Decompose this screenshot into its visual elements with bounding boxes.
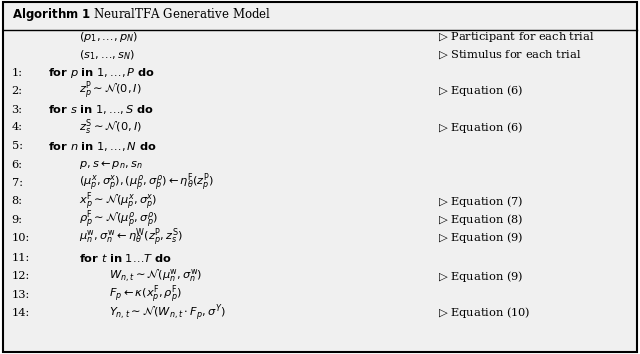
Text: $\bf{Algorithm\ 1}$ NeuralTFA Generative Model: $\bf{Algorithm\ 1}$ NeuralTFA Generative… [12, 6, 271, 23]
Text: 4:: 4: [12, 122, 22, 132]
Text: $\triangleright$ Equation (9): $\triangleright$ Equation (9) [438, 230, 524, 245]
Text: 1:: 1: [12, 68, 22, 78]
Text: $W_{n,t} \sim \mathcal{N}(\mu_n^{\mathrm{w}},\sigma_n^{\mathrm{w}})$: $W_{n,t} \sim \mathcal{N}(\mu_n^{\mathrm… [109, 268, 203, 284]
Text: $z_p^{\mathrm{P}} \sim \mathcal{N}(0,I)$: $z_p^{\mathrm{P}} \sim \mathcal{N}(0,I)$ [79, 80, 141, 102]
Text: 6:: 6: [12, 160, 22, 170]
Text: $\mathbf{for}\ n\ \mathbf{in}\ 1,\ldots,N\ \mathbf{do}$: $\mathbf{for}\ n\ \mathbf{in}\ 1,\ldots,… [48, 140, 157, 153]
Text: $Y_{n,t} \sim \mathcal{N}(W_{n,t}\cdot F_p,\sigma^Y)$: $Y_{n,t} \sim \mathcal{N}(W_{n,t}\cdot F… [109, 302, 226, 324]
Text: $F_p \leftarrow \kappa(x_p^{\mathrm{F}},\rho_p^{\mathrm{F}})$: $F_p \leftarrow \kappa(x_p^{\mathrm{F}},… [109, 284, 182, 306]
Text: 9:: 9: [12, 215, 22, 225]
Text: $(p_1,\ldots,p_N)$: $(p_1,\ldots,p_N)$ [79, 30, 138, 44]
Text: 3:: 3: [12, 105, 22, 115]
Text: $\rho_p^{\mathrm{F}} \sim \mathcal{N}(\mu_p^{\rho},\sigma_p^{\rho})$: $\rho_p^{\mathrm{F}} \sim \mathcal{N}(\m… [79, 209, 158, 231]
Text: $z_s^{\mathrm{S}} \sim \mathcal{N}(0,I)$: $z_s^{\mathrm{S}} \sim \mathcal{N}(0,I)$ [79, 118, 141, 137]
Text: $\triangleright$ Participant for each trial: $\triangleright$ Participant for each tr… [438, 30, 595, 44]
Text: $\triangleright$ Equation (10): $\triangleright$ Equation (10) [438, 306, 531, 320]
Text: 2:: 2: [12, 86, 22, 96]
Text: 5:: 5: [12, 141, 22, 151]
Text: $p,s \leftarrow p_n, s_n$: $p,s \leftarrow p_n, s_n$ [79, 159, 143, 171]
Text: $(\mu_p^x,\sigma_p^x),(\mu_p^{\rho},\sigma_p^{\rho}) \leftarrow \eta_{\theta}^{\: $(\mu_p^x,\sigma_p^x),(\mu_p^{\rho},\sig… [79, 172, 214, 194]
Text: 11:: 11: [12, 253, 30, 263]
Text: $\triangleright$ Equation (6): $\triangleright$ Equation (6) [438, 84, 524, 98]
Text: $\triangleright$ Equation (7): $\triangleright$ Equation (7) [438, 194, 524, 209]
Text: 7:: 7: [12, 178, 22, 188]
FancyBboxPatch shape [3, 2, 637, 352]
Text: $\triangleright$ Equation (8): $\triangleright$ Equation (8) [438, 212, 524, 227]
Text: 10:: 10: [12, 233, 30, 243]
Text: 8:: 8: [12, 196, 22, 206]
Text: $\mathbf{for}\ p\ \mathbf{in}\ 1,\ldots,P\ \mathbf{do}$: $\mathbf{for}\ p\ \mathbf{in}\ 1,\ldots,… [48, 66, 155, 80]
Text: 12:: 12: [12, 271, 30, 281]
Text: $x_p^{\mathrm{F}} \sim \mathcal{N}(\mu_p^x,\sigma_p^x)$: $x_p^{\mathrm{F}} \sim \mathcal{N}(\mu_p… [79, 190, 157, 212]
Text: 14:: 14: [12, 308, 30, 318]
Text: $(s_1,\ldots,s_N)$: $(s_1,\ldots,s_N)$ [79, 48, 135, 62]
Text: $\triangleright$ Equation (6): $\triangleright$ Equation (6) [438, 120, 524, 135]
Text: $\triangleright$ Equation (9): $\triangleright$ Equation (9) [438, 269, 524, 284]
Text: 13:: 13: [12, 290, 30, 299]
Text: $\mu_n^{\mathrm{w}},\sigma_n^{\mathrm{w}} \leftarrow \eta_{\theta}^{\mathrm{W}}(: $\mu_n^{\mathrm{w}},\sigma_n^{\mathrm{w}… [79, 227, 182, 249]
Text: $\mathbf{for}\ s\ \mathbf{in}\ 1,\ldots,S\ \mathbf{do}$: $\mathbf{for}\ s\ \mathbf{in}\ 1,\ldots,… [48, 103, 154, 116]
Text: $\triangleright$ Stimulus for each trial: $\triangleright$ Stimulus for each trial [438, 48, 582, 61]
Text: $\mathbf{for}\ t\ \mathbf{in}\ 1\ldots T\ \mathbf{do}$: $\mathbf{for}\ t\ \mathbf{in}\ 1\ldots T… [79, 252, 172, 264]
